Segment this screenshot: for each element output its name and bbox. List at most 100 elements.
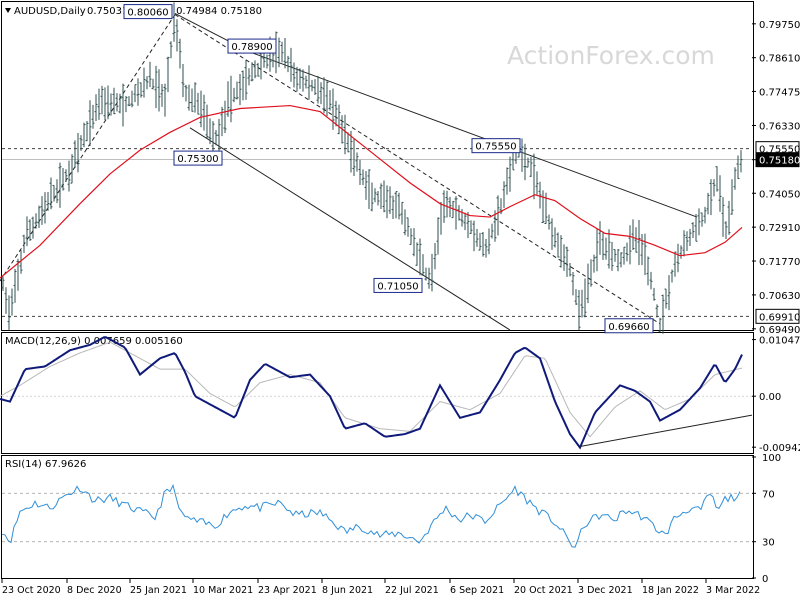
ohlc-bar — [445, 190, 449, 218]
date-tick-label: 23 Apr 2021 — [258, 585, 317, 596]
ohlc-bar — [370, 182, 374, 212]
level-label: 0.75300 — [173, 150, 223, 166]
ohlc-bar — [559, 235, 563, 268]
price-panel: 0.80060 0.78900 0.75300 0.75550 0.71050 0.696… — [0, 2, 752, 334]
level-label: 0.69660 — [604, 318, 654, 334]
ohlc-bar — [319, 82, 323, 105]
price-tick-label: 0.77475 — [759, 87, 800, 98]
ohlc-bar — [562, 244, 566, 271]
ohlc-bar — [658, 317, 662, 333]
price-tick-label: 0.79750 — [759, 20, 800, 31]
ohlc-bar — [79, 135, 83, 151]
ohlc-bars — [1, 2, 743, 334]
ohlc-bar — [160, 83, 164, 107]
price-panel-frame — [1, 1, 754, 331]
ohlc-bar — [73, 140, 77, 169]
ohlc-bar — [670, 269, 674, 283]
ohlc-bar — [535, 171, 539, 195]
ohlc-bar — [223, 100, 227, 134]
ohlc-bar — [388, 186, 392, 214]
ohlc-bar — [136, 78, 140, 106]
ohlc-bar — [34, 213, 38, 229]
ohlc-bar — [82, 122, 86, 148]
rsi-tick-label: 70 — [762, 489, 775, 500]
ohlc-bar — [574, 289, 578, 305]
ohlc-bar — [244, 59, 248, 100]
ohlc-bar — [118, 93, 122, 114]
ohlc-bar — [184, 84, 188, 102]
ohlc-bar — [283, 37, 287, 69]
ohlc-bar — [529, 156, 533, 178]
ohlc-bar — [199, 90, 203, 128]
ohlc-bar — [187, 84, 191, 111]
ohlc-bar — [697, 208, 701, 236]
level-label: 0.78900 — [227, 38, 277, 54]
ohlc-bar — [85, 121, 89, 142]
price-tag-text: 0.75180 — [759, 156, 800, 167]
ohlc-bar — [676, 243, 680, 273]
ohlc-bar — [157, 69, 161, 112]
ohlc-bar — [685, 231, 689, 251]
ohlc-bar — [619, 252, 623, 268]
ohlc-bar — [277, 37, 281, 68]
ohlc-bar — [718, 175, 722, 212]
ohlc-bar — [355, 152, 359, 172]
ohlc-bar — [391, 195, 395, 220]
ohlc-bar — [592, 254, 596, 273]
ohlc-bar — [583, 278, 587, 318]
rsi-tick-label: 30 — [762, 538, 775, 549]
ohlc-bar — [28, 219, 32, 241]
price-tag: 0.69910 — [755, 308, 800, 324]
price-tag-text: 0.69910 — [759, 312, 800, 323]
ohlc-bar — [511, 151, 515, 171]
ohlc-bar — [178, 38, 182, 69]
ohlc-bar — [289, 47, 293, 82]
date-tick-label: 23 Oct 2020 — [2, 585, 61, 596]
ohlc-bar — [661, 294, 665, 334]
ohlc-bar — [217, 118, 221, 152]
ohlc-bar — [664, 288, 668, 309]
ohlc-bar — [628, 225, 632, 265]
ohlc-bar — [634, 227, 638, 253]
ohlc-bar — [601, 232, 605, 261]
ohlc-bar — [457, 205, 461, 221]
ohlc-bar — [454, 196, 458, 230]
date-tick-label: 8 Dec 2020 — [67, 585, 122, 596]
ohlc-bar — [169, 41, 173, 59]
ohlc-bar — [328, 90, 332, 111]
ohlc-bar — [490, 223, 494, 239]
ohlc-bar — [349, 130, 353, 173]
ohlc-bar — [412, 228, 416, 257]
price-tick-label: 0.69490 — [759, 325, 800, 336]
macd-tick-label: -0.009426 — [759, 443, 800, 454]
ohlc-bar — [163, 83, 167, 117]
rsi-panel-title: RSI(14) 67.9626 — [5, 459, 86, 470]
ohlc-bar — [58, 162, 62, 208]
ohlc-bar — [379, 183, 383, 209]
ohlc-bar — [568, 263, 572, 277]
ohlc-bar — [625, 242, 629, 262]
level-label-text: 0.75300 — [177, 154, 218, 165]
ohlc-bar — [667, 275, 671, 311]
ohlc-bar — [94, 94, 98, 122]
ohlc-bar — [469, 220, 473, 234]
ohlc-bar — [550, 218, 554, 250]
macd-tick-label: 0.010472 — [759, 336, 800, 347]
ohlc-bar — [109, 93, 113, 116]
price-tick-label: 0.76330 — [759, 121, 800, 132]
ohlc-bar — [265, 54, 269, 69]
ohlc-bar — [10, 288, 14, 316]
ohlc-bar — [241, 70, 245, 101]
date-tick-label: 18 Jan 2022 — [642, 585, 699, 596]
level-label: 0.71050 — [373, 277, 423, 293]
ohlc-bar — [430, 253, 434, 292]
ohlc-bar — [67, 160, 71, 192]
price-tick-label: 0.71770 — [759, 257, 800, 268]
ohlc-bar — [313, 79, 317, 95]
ohlc-bar — [721, 197, 725, 237]
ohlc-bar — [424, 267, 428, 281]
ohlc-bar — [298, 68, 302, 89]
ohlc-bar — [352, 138, 356, 176]
level-label-text: 0.80060 — [127, 8, 168, 19]
macd-trendline — [579, 414, 753, 448]
